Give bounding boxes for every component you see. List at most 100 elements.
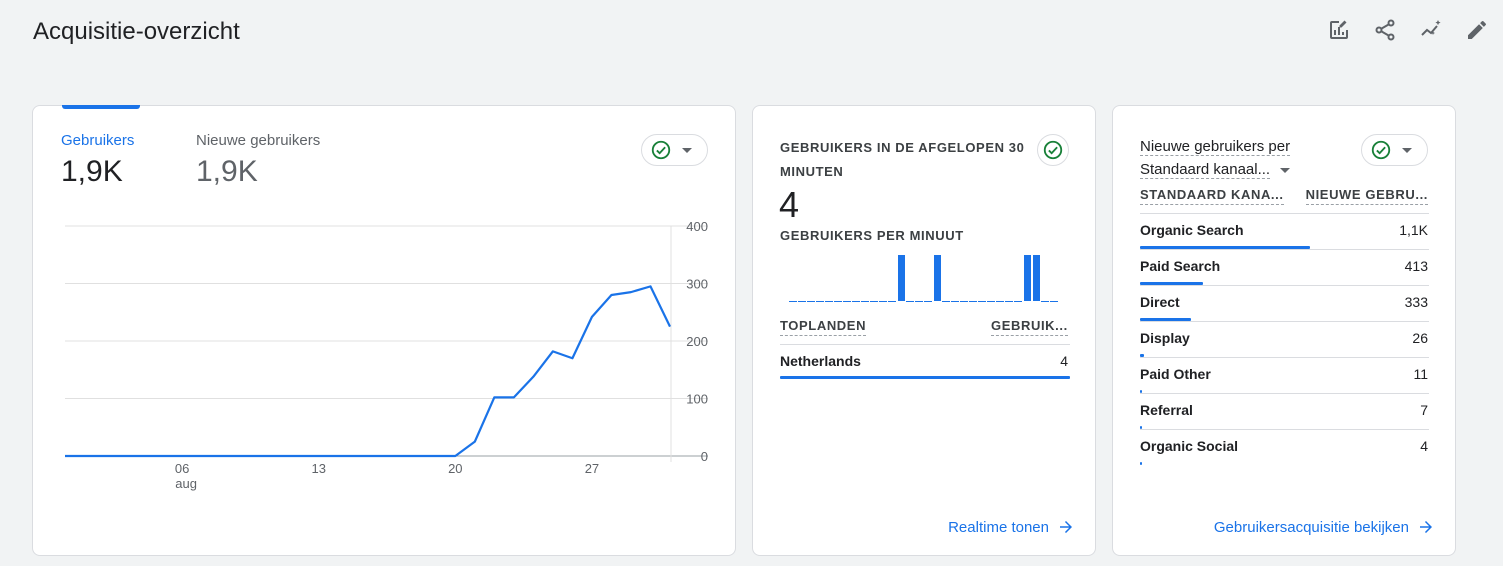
minute-bar [825, 301, 833, 302]
metric-value: 1,9K [61, 155, 123, 188]
minute-bar [906, 301, 914, 302]
x-tick-label: 13 [311, 461, 325, 476]
channel-name: Organic Search [1140, 222, 1244, 238]
toolbar [1323, 14, 1493, 46]
column-header-countries[interactable]: TOPLANDEN [780, 318, 867, 336]
minute-bar [789, 301, 797, 302]
metric-label: Gebruikers [61, 132, 135, 149]
minute-bar [807, 301, 815, 302]
y-tick-label: 0 [701, 449, 708, 464]
minute-bar [996, 301, 1004, 302]
realtime-card: GEBRUIKERS IN DE AFGELOPEN 30 MINUTEN 4 … [752, 105, 1096, 556]
share-bar [1140, 246, 1310, 249]
minute-bar [1024, 255, 1031, 301]
column-header-users[interactable]: GEBRUIK... [991, 318, 1068, 336]
realtime-link[interactable]: Realtime tonen [948, 518, 1075, 536]
y-tick-label: 100 [686, 392, 708, 407]
channel-value: 413 [1404, 258, 1428, 274]
minute-bar [951, 301, 959, 302]
channel-value: 11 [1413, 366, 1428, 382]
country-name: Netherlands [780, 353, 861, 369]
comparison-dropdown[interactable] [641, 134, 708, 166]
acquisition-link[interactable]: Gebruikersacquisitie bekijken [1214, 518, 1435, 536]
channel-value: 26 [1412, 330, 1428, 346]
check-circle-icon[interactable] [1037, 134, 1069, 166]
divider [1140, 213, 1429, 214]
channel-name: Referral [1140, 402, 1193, 418]
minute-bar [915, 301, 923, 302]
channel-card: Nieuwe gebruikers per Standaard kanaal..… [1112, 105, 1456, 556]
share-bar [780, 376, 1070, 379]
minute-bar [861, 301, 869, 302]
x-tick-label: 06 [175, 461, 189, 476]
realtime-heading: GEBRUIKERS IN DE AFGELOPEN 30 MINUTEN [780, 140, 1025, 179]
users-card: Gebruikers 1,9K Nieuwe gebruikers 1,9K 4… [32, 105, 736, 556]
minute-bar [816, 301, 824, 302]
minute-bar [843, 301, 851, 302]
heading-line-2: Standaard kanaal... [1140, 161, 1271, 179]
column-header-channel[interactable]: STANDAARD KANA... [1140, 187, 1284, 205]
channel-name: Direct [1140, 294, 1180, 310]
share-bar [1140, 354, 1144, 357]
minute-bar [960, 301, 968, 302]
metric-tab-users[interactable]: Gebruikers 1,9K [61, 132, 134, 189]
customize-report-icon[interactable] [1323, 14, 1355, 46]
channel-value: 7 [1420, 402, 1428, 418]
minute-bar [1005, 301, 1013, 302]
divider [1140, 249, 1429, 250]
y-tick-label: 300 [686, 277, 708, 292]
share-bar [1140, 282, 1203, 285]
channel-name: Display [1140, 330, 1190, 346]
x-tick-month-label: aug [175, 476, 197, 491]
minute-bar [969, 301, 977, 302]
channel-heading[interactable]: Nieuwe gebruikers per Standaard kanaal..… [1140, 135, 1291, 181]
share-bar [1140, 426, 1142, 429]
minute-bar [987, 301, 995, 302]
link-label: Gebruikersacquisitie bekijken [1213, 518, 1409, 536]
divider [1140, 429, 1429, 430]
arrow-right-icon [1060, 521, 1072, 533]
minute-bar [852, 301, 860, 302]
minute-bar [798, 301, 806, 302]
chevron-down-icon [1402, 147, 1412, 153]
share-bar [1140, 390, 1142, 393]
page-title: Acquisitie-overzicht [33, 18, 240, 45]
minute-bar [1033, 255, 1040, 301]
heading-line-1: Nieuwe gebruikers per [1140, 138, 1291, 156]
minute-bar [834, 301, 842, 302]
minute-bar [879, 301, 887, 302]
channel-value: 4 [1420, 438, 1428, 454]
arrow-right-icon [1420, 521, 1432, 533]
minute-bar [978, 301, 986, 302]
channel-value: 1,1K [1399, 222, 1428, 238]
share-bar [1140, 462, 1142, 465]
divider [1140, 393, 1429, 394]
share-bar [1140, 318, 1191, 321]
divider [780, 344, 1070, 345]
y-tick-label: 200 [686, 334, 708, 349]
chevron-down-icon [1280, 167, 1291, 173]
metric-tab-new-users[interactable]: Nieuwe gebruikers 1,9K [196, 132, 320, 189]
chevron-down-icon [682, 147, 692, 153]
metric-label: Nieuwe gebruikers [196, 132, 321, 149]
insights-icon[interactable] [1415, 14, 1447, 46]
minute-bar [1041, 301, 1049, 302]
minute-bar [1014, 301, 1022, 302]
share-icon[interactable] [1369, 14, 1401, 46]
minute-bar [942, 301, 950, 302]
divider [1140, 285, 1429, 286]
comparison-dropdown[interactable] [1361, 134, 1428, 166]
channel-name: Organic Social [1140, 438, 1239, 454]
minute-bar [898, 255, 905, 301]
minute-bar [934, 255, 941, 301]
channel-name: Paid Other [1140, 366, 1211, 382]
minute-bar [888, 301, 896, 302]
column-header-new-users[interactable]: NIEUWE GEBRU... [1305, 187, 1428, 205]
per-minute-bar-chart [789, 255, 1058, 302]
country-count: 4 [1060, 353, 1068, 369]
link-label: Realtime tonen [948, 518, 1049, 536]
y-tick-label: 400 [686, 219, 708, 234]
minute-bar [870, 301, 878, 302]
edit-icon[interactable] [1461, 14, 1493, 46]
